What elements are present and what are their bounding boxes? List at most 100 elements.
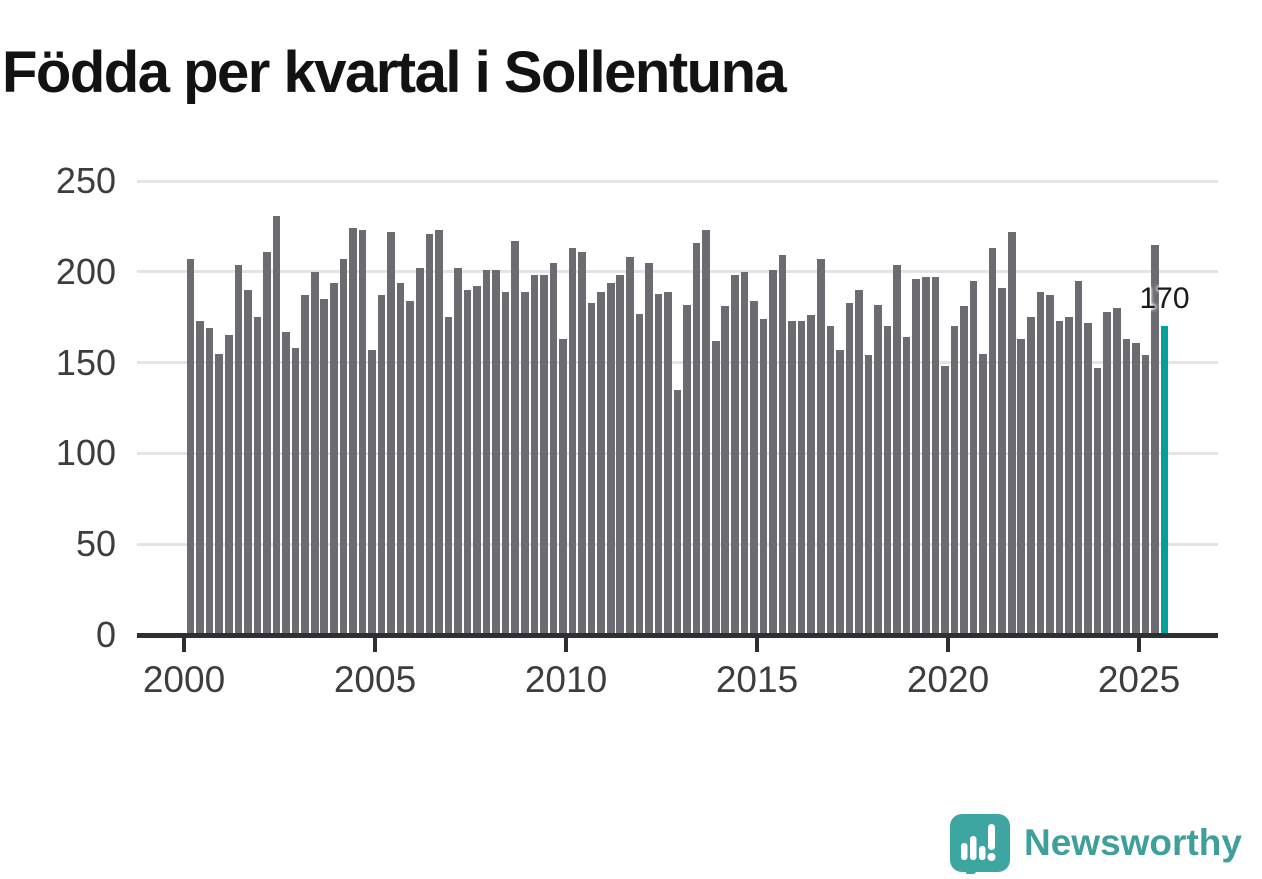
- bar-glyph-1: [961, 843, 968, 860]
- bar: [731, 275, 739, 635]
- bar: [769, 269, 777, 635]
- bar: [721, 306, 730, 635]
- bar: [377, 295, 386, 635]
- bar: [549, 262, 558, 635]
- bar: [960, 306, 968, 635]
- bar: [664, 291, 672, 635]
- bar: [396, 282, 405, 635]
- bar: [1132, 342, 1140, 635]
- bar: [578, 251, 586, 635]
- bar: [253, 317, 262, 635]
- highlighted-bar: [1160, 326, 1169, 635]
- bar: [568, 248, 577, 635]
- bar: [244, 289, 252, 635]
- bar: [626, 257, 634, 635]
- x-axis-tick: [946, 635, 950, 652]
- bar: [1036, 291, 1045, 635]
- bar: [606, 282, 615, 635]
- bar: [788, 320, 796, 635]
- x-axis-tick: [564, 635, 568, 652]
- bar: [1017, 339, 1026, 635]
- bar: [711, 340, 720, 635]
- bar: [683, 304, 691, 635]
- bar: [750, 300, 758, 635]
- bar: [654, 293, 663, 635]
- bar: [941, 366, 949, 635]
- x-axis-tick: [755, 635, 759, 652]
- bar-glyph-2: [970, 836, 977, 860]
- bar: [702, 230, 710, 635]
- bar: [224, 335, 233, 635]
- bar: [444, 317, 453, 635]
- bar: [301, 295, 309, 635]
- plot-area: 170 2000 2005 2010 2015 2020 2025: [137, 179, 1218, 700]
- bar: [310, 271, 319, 635]
- bar: [368, 349, 376, 635]
- speech-bubble-shape: [950, 814, 1010, 874]
- bar: [912, 279, 921, 635]
- bar: [826, 326, 835, 635]
- y-tick-label: 50: [75, 523, 116, 565]
- bar: [406, 300, 414, 635]
- bar: [1093, 368, 1102, 635]
- bar: [435, 230, 443, 635]
- x-axis-tick: [373, 635, 377, 652]
- bar: [740, 271, 749, 635]
- bar: [282, 331, 290, 635]
- bar: [1065, 317, 1073, 635]
- bar: [473, 286, 481, 635]
- x-axis-tick: [1137, 635, 1141, 652]
- bar: [205, 328, 214, 635]
- bar: [673, 389, 682, 635]
- bar: [530, 275, 539, 635]
- bar: [540, 275, 548, 635]
- x-axis-tick: [182, 635, 186, 652]
- bar: [1084, 322, 1092, 635]
- bar: [998, 288, 1006, 635]
- brand-wordmark: Newsworthy: [1024, 822, 1242, 863]
- bar: [387, 231, 395, 635]
- bar: [1055, 320, 1064, 635]
- bar: [349, 228, 357, 635]
- bar: [979, 353, 987, 635]
- bar: [616, 275, 625, 635]
- x-tick-label: 2025: [1097, 659, 1181, 700]
- bar: [358, 230, 367, 635]
- bar: [883, 326, 892, 635]
- bar: [492, 269, 500, 635]
- bar: [969, 280, 978, 635]
- bar: [902, 337, 911, 635]
- x-tick-label: 2000: [142, 659, 226, 700]
- x-tick-label: 2005: [333, 659, 417, 700]
- bar: [845, 302, 854, 635]
- bar: [339, 259, 348, 635]
- bar: [1027, 317, 1035, 635]
- bar: [454, 268, 462, 635]
- y-tick-label: 250: [55, 160, 116, 201]
- bar: [234, 264, 243, 635]
- bar: [645, 262, 653, 635]
- bar: [559, 339, 567, 635]
- exclamation-bar-glyph: [988, 824, 995, 850]
- bar: [797, 320, 806, 635]
- bar: [1007, 231, 1016, 635]
- bar: [836, 349, 844, 635]
- bar: [463, 289, 472, 635]
- bar: [1141, 355, 1150, 635]
- bar: [988, 248, 997, 635]
- bar: [1122, 339, 1131, 635]
- bar: [778, 255, 787, 635]
- bar: [864, 355, 873, 635]
- bar: [1046, 295, 1054, 635]
- y-tick-label: 150: [55, 341, 116, 383]
- gridline: [137, 361, 1218, 365]
- bar: [931, 277, 940, 635]
- bar: [1103, 311, 1111, 635]
- bar: [1151, 244, 1159, 635]
- bar: [635, 313, 644, 635]
- bar: [816, 259, 825, 635]
- x-axis-line: [137, 633, 1218, 638]
- bar: [291, 348, 300, 635]
- newsworthy-logo: Newsworthy: [948, 812, 1242, 874]
